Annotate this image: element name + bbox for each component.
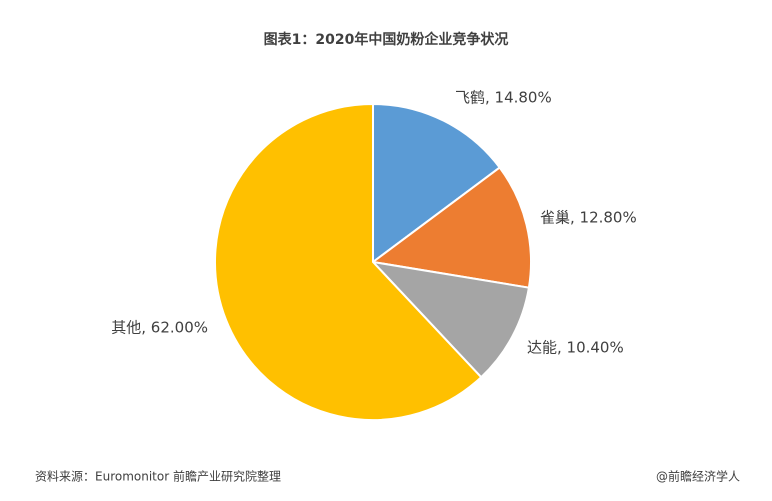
data-label: 雀巢, 12.80% [540, 209, 637, 227]
chart-title: 图表1：2020年中国奶粉企业竞争状况 [264, 31, 509, 48]
credit: @前瞻经济学人 [656, 469, 740, 484]
data-label: 飞鹤, 14.80% [455, 89, 552, 107]
pie-slice [370, 166, 532, 289]
source: 资料来源：Euromonitor 前瞻产业研究院整理 [35, 469, 281, 484]
pie-slice [214, 102, 483, 421]
data-label: 达能, 10.40% [527, 339, 624, 357]
pie-slice [372, 102, 502, 264]
pie-slice [370, 260, 531, 379]
data-label: 其他, 62.00% [111, 319, 208, 337]
